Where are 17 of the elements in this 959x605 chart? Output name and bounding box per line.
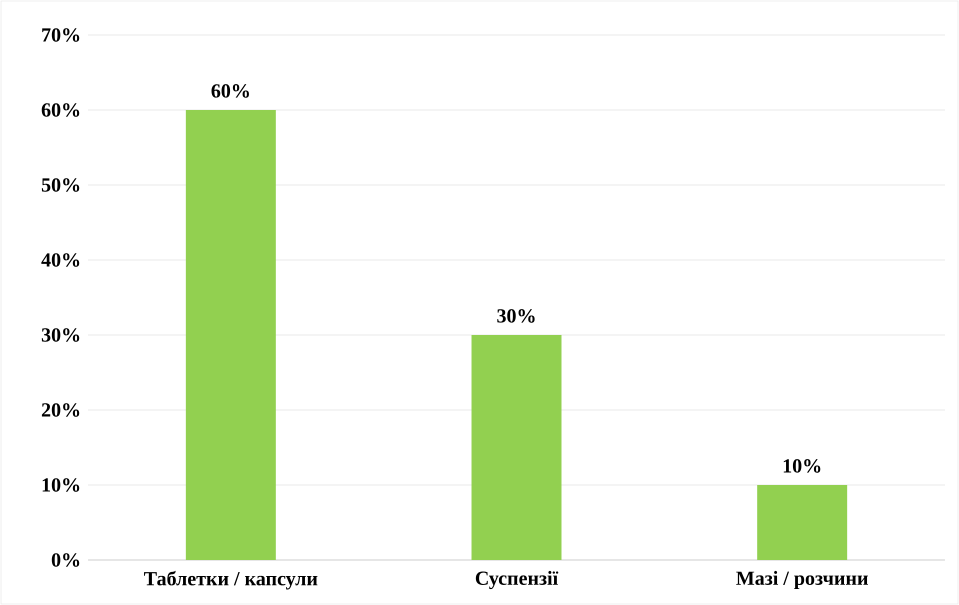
y-tick-label: 70% xyxy=(42,28,80,42)
y-tick-label: 60% xyxy=(42,103,80,117)
data-label: 10% xyxy=(784,459,820,473)
data-label: 30% xyxy=(497,309,535,323)
data-label: 60% xyxy=(212,84,249,98)
bar xyxy=(186,110,276,560)
y-tick-label: 0% xyxy=(52,553,80,567)
x-tick-label: Таблетки / капсули xyxy=(144,570,318,590)
x-tick-label: Мазі / розчини xyxy=(736,570,868,590)
y-tick-label: 10% xyxy=(42,478,80,492)
y-tick-label: 30% xyxy=(42,328,80,342)
y-tick-label: 40% xyxy=(41,253,80,267)
bar xyxy=(757,484,848,560)
bar xyxy=(472,334,562,560)
x-tick-label: Суспензії xyxy=(476,570,558,590)
y-tick-label: 20% xyxy=(42,403,80,417)
y-tick-label: 50% xyxy=(42,178,80,192)
